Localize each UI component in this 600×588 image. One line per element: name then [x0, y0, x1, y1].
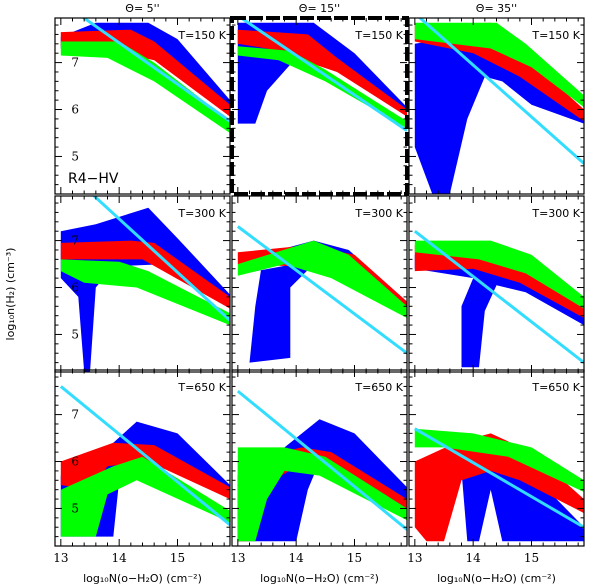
temperature-label: T=150 K: [531, 29, 580, 42]
y-tick-label: 5: [71, 149, 79, 163]
x-tick-label: 14: [466, 551, 482, 565]
text-layer: log₁₀N(o−H₂O) (cm⁻²) log₁₀N(o−H₂O) (cm⁻²…: [4, 2, 556, 585]
panel-plot-area: [414, 18, 584, 194]
y-tick-label: 7: [71, 56, 79, 70]
panel-plot-area: [414, 427, 584, 542]
x-axis-title-col-3: log₁₀N(o−H₂O) (cm⁻²): [437, 572, 556, 585]
temperature-label: T=650 K: [177, 381, 226, 394]
temperature-label: T=650 K: [531, 381, 580, 394]
y-tick-label: 7: [71, 234, 79, 248]
panel-r3-c3: T=650 K 13 14 15: [407, 369, 585, 565]
x-tick-label: 13: [53, 551, 68, 565]
panel-plot-area: [236, 225, 407, 363]
column-title-theta-15: Θ= 15'': [299, 2, 340, 15]
x-tick-label: 15: [347, 551, 362, 565]
column-title-theta-35: Θ= 35'': [476, 2, 517, 15]
panel-r1-c2: T=150 K: [230, 16, 409, 196]
temperature-label: T=300 K: [354, 207, 403, 220]
cyan-line: [236, 389, 407, 531]
y-tick-label: 6: [71, 281, 79, 295]
red-region: [414, 433, 584, 542]
panel-r2-c2: T=300 K: [231, 195, 408, 373]
cyan-line: [413, 230, 584, 364]
x-axis-title-col-1: log₁₀N(o−H₂O) (cm⁻²): [83, 572, 202, 585]
green-region: [60, 456, 230, 537]
x-axis-title-col-2: log₁₀N(o−H₂O) (cm⁻²): [260, 572, 379, 585]
temperature-label: T=300 K: [177, 207, 226, 220]
cyan-line: [81, 18, 230, 123]
green-region: [414, 428, 584, 492]
y-tick-label: 5: [71, 327, 79, 341]
cyan-line: [238, 18, 407, 132]
temperature-label: T=150 K: [354, 29, 403, 42]
panel-r3-c1: T=650 K 5 6 7 13 14 15: [53, 369, 231, 565]
temperature-label: T=150 K: [177, 29, 226, 42]
panel-plot-area: [413, 230, 584, 368]
panel-r1-c1: T=150 K 5 6 7: [54, 17, 231, 195]
green-region: [60, 259, 230, 326]
panel-plot-area: [236, 389, 407, 542]
panel-plot-area: [60, 196, 230, 372]
green-region: [237, 447, 407, 542]
green-region: [237, 46, 407, 129]
red-region: [414, 22, 584, 122]
cyan-line: [59, 385, 230, 527]
panel-r3-c2: T=650 K 13 14 15: [230, 369, 408, 565]
y-tick-label: 5: [71, 501, 79, 515]
panel-plot-area: [237, 18, 407, 132]
column-title-theta-5: Θ= 5'': [125, 2, 159, 15]
panel-plot-area: [60, 18, 230, 133]
y-tick-label: 6: [71, 455, 79, 469]
x-tick-label: 15: [524, 551, 539, 565]
blue-region: [414, 32, 584, 194]
cyan-line: [236, 225, 407, 355]
cyan-line: [414, 427, 584, 529]
x-tick-label: 15: [170, 551, 185, 565]
cyan-line: [91, 196, 230, 322]
blue-region: [237, 419, 407, 542]
y-tick-label: 7: [71, 408, 79, 422]
red-region: [60, 29, 230, 117]
temperature-label: T=650 K: [354, 381, 403, 394]
x-tick-label: 13: [407, 551, 422, 565]
panel-r2-c3: T=300 K: [408, 195, 585, 373]
panel-r1-c3: T=150 K: [408, 17, 585, 195]
x-tick-label: 13: [230, 551, 245, 565]
temperature-label: T=300 K: [531, 207, 580, 220]
x-tick-label: 14: [289, 551, 305, 565]
panel-r2-c1: T=300 K 5 6 7: [54, 195, 231, 373]
region-label: R4−HV: [68, 171, 119, 187]
panel-plot-area: [59, 385, 230, 537]
green-region: [414, 240, 584, 309]
cyan-line: [417, 18, 584, 165]
y-tick-label: 6: [71, 103, 79, 117]
red-region: [60, 240, 230, 309]
y-axis-title: log₁₀n(H₂) (cm⁻³): [4, 248, 17, 341]
x-tick-label: 14: [112, 551, 128, 565]
green-region: [414, 22, 584, 108]
red-region: [60, 442, 230, 500]
